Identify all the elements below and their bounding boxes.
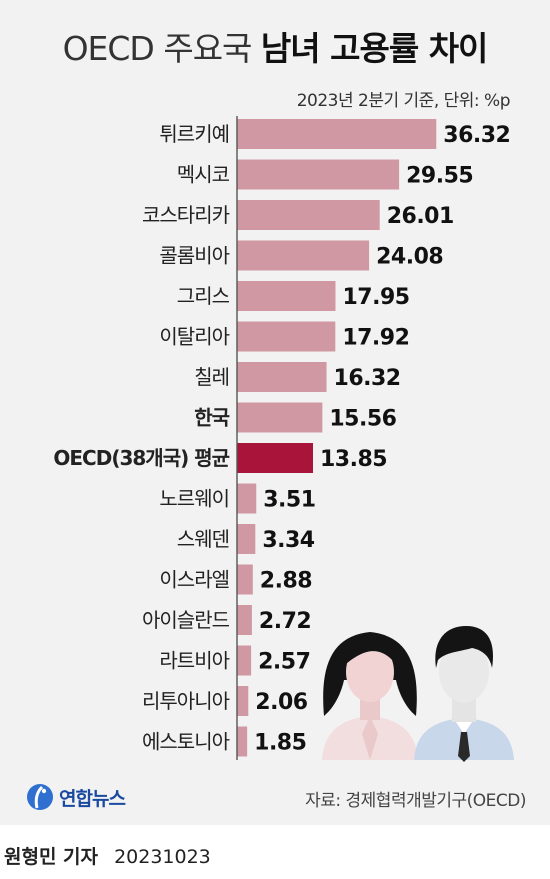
bar-8	[237, 443, 313, 473]
value-label: 1.85	[254, 731, 306, 756]
value-label: 2.88	[260, 569, 312, 594]
category-label: 한국	[194, 406, 229, 430]
bar-6	[237, 362, 327, 392]
bar-10	[237, 524, 256, 554]
bar-2	[237, 200, 380, 230]
value-label: 17.95	[342, 285, 409, 310]
value-label: 3.51	[263, 488, 315, 513]
title-main: 남녀 고용률 차이	[260, 29, 488, 68]
bar-4	[237, 281, 336, 311]
bar-15	[237, 726, 248, 757]
category-label: 멕시코	[177, 163, 230, 187]
value-label: 24.08	[376, 245, 443, 270]
bars-layer: 튀르키예 36.32 멕시코 29.55 코스타리카 26.01 콜롬비아 24.08 그리스 1…	[53, 119, 511, 757]
category-label: 아이슬란드	[142, 608, 230, 632]
category-label: 튀르키예	[159, 122, 229, 146]
value-label: 16.32	[334, 366, 401, 391]
byline: 원형민 기자 20231023	[4, 842, 211, 869]
value-label: 2.72	[259, 609, 311, 634]
value-label: 29.55	[406, 164, 473, 189]
page-title: OECD 주요국 남녀 고용률 차이	[0, 22, 550, 70]
category-label: 이탈리아	[159, 325, 229, 349]
title-prefix: OECD 주요국	[62, 29, 253, 68]
bar-1	[237, 159, 400, 190]
category-label: 라트비아	[159, 649, 229, 673]
bar-7	[237, 402, 323, 433]
category-label: 에스토니아	[142, 730, 230, 754]
bar-0	[237, 119, 437, 149]
value-label: 17.92	[342, 326, 409, 351]
bar-9	[237, 483, 257, 514]
bar-13	[237, 645, 252, 676]
woman-icon	[322, 632, 418, 760]
category-label: 칠레	[194, 365, 229, 389]
source-text: 자료: 경제협력개발기구(OECD)	[305, 791, 526, 811]
value-label: 13.85	[320, 447, 387, 472]
value-label: 2.06	[255, 690, 307, 715]
bar-3	[237, 240, 370, 271]
yonhap-logo: 연합뉴스	[25, 780, 126, 814]
logo-text: 연합뉴스	[59, 787, 126, 810]
value-label: 3.34	[262, 528, 314, 553]
category-label: 스웨덴	[177, 527, 229, 551]
bar-5	[237, 321, 336, 352]
yonhap-logo-icon	[27, 784, 53, 810]
bar-11	[237, 564, 253, 595]
bar-12	[237, 605, 252, 635]
people-illustration	[322, 626, 514, 762]
publish-date: 20231023	[114, 846, 211, 868]
reporter-name: 원형민 기자	[4, 846, 99, 868]
category-label: 리투아니아	[142, 689, 230, 713]
category-label: OECD(38개국) 평균	[53, 446, 229, 470]
category-label: 노르웨이	[159, 487, 229, 511]
category-label: 이스라엘	[159, 568, 229, 592]
value-label: 26.01	[387, 204, 454, 229]
category-label: 그리스	[177, 284, 230, 308]
chart-subtitle: 2023년 2분기 기준, 단위: %p	[296, 91, 511, 111]
category-label: 코스타리카	[142, 203, 230, 227]
value-label: 36.32	[443, 123, 510, 148]
bar-14	[237, 686, 249, 716]
man-icon	[414, 626, 514, 762]
category-label: 콜롬비아	[159, 244, 229, 268]
value-label: 2.57	[258, 650, 310, 675]
bar-chart: 튀르키예 36.32 멕시코 29.55 코스타리카 26.01 콜롬비아 24.08 그리스 1…	[53, 116, 514, 762]
value-label: 15.56	[329, 407, 396, 432]
